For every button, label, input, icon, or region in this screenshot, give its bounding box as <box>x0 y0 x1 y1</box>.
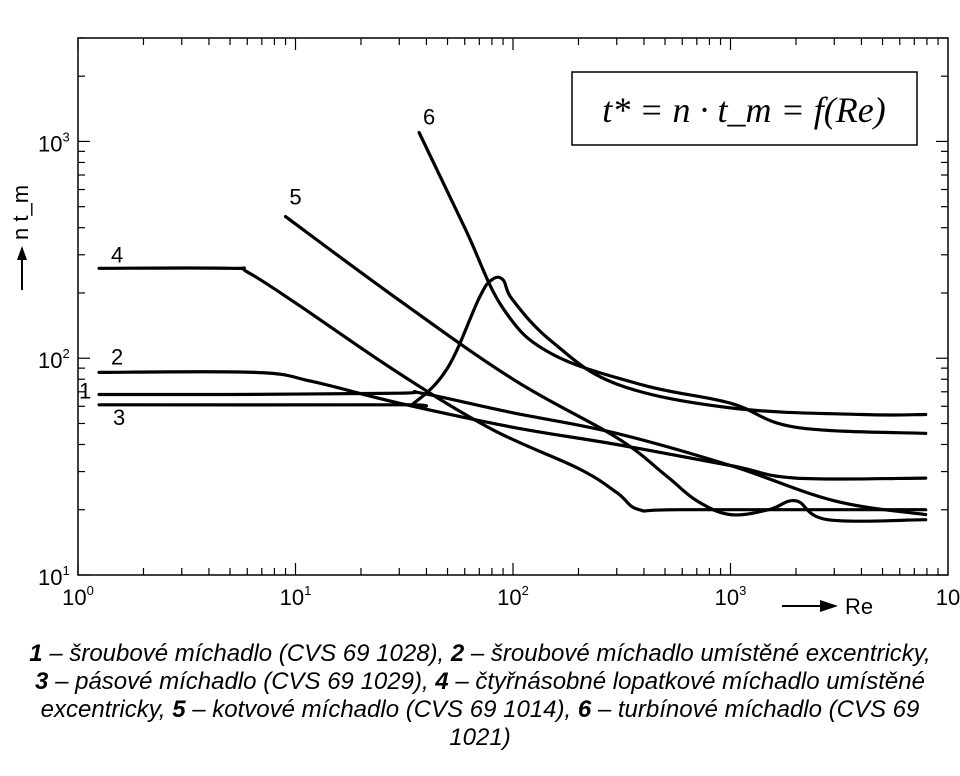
series-label-5: 5 <box>289 185 301 210</box>
caption-text: – šroubové míchadlo umístěné excentricky… <box>464 640 931 667</box>
series-label-2: 2 <box>111 344 123 369</box>
caption-text: – kotvové míchadlo (CVS 69 1014), <box>185 696 578 723</box>
x-axis-label: Re <box>782 594 873 619</box>
caption-text: 1021) <box>449 724 511 751</box>
series-labels: 12 3 4 5 6 <box>79 104 435 429</box>
series-lines <box>97 130 928 523</box>
y-axis-label: n t_m <box>8 185 33 290</box>
series-line-5 <box>283 215 928 523</box>
caption-number: 3 <box>35 668 49 695</box>
series-label-3: 3 <box>113 405 125 430</box>
series-label-1: 1 <box>79 379 91 404</box>
caption-number: 5 <box>172 696 186 723</box>
y-axis-label-text: n t_m <box>8 185 33 240</box>
x-tick-label: 101 <box>280 583 312 610</box>
x-tick-label: 100 <box>62 583 94 610</box>
x-tick-label: 102 <box>497 583 529 610</box>
caption-number: 2 <box>450 640 465 667</box>
series-line-4 <box>97 266 928 513</box>
caption-number: 1 <box>29 640 43 667</box>
x-tick-label: 103 <box>715 583 747 610</box>
caption-text: excentricky, <box>40 696 173 723</box>
series-label-4: 4 <box>111 242 123 267</box>
caption-text: – pásové míchadlo (CVS 69 1029), <box>48 668 436 695</box>
series-line-2 <box>97 370 928 481</box>
axis-ticks <box>77 37 948 576</box>
caption-text: – čtyřnásobné lopatkové míchadlo umístěn… <box>448 668 925 695</box>
formula-text: t* = n · t_m = f(Re) <box>602 90 886 130</box>
series-line-6 <box>417 130 928 435</box>
caption-text: – šroubové míchadlo (CVS 69 1028), <box>42 640 451 667</box>
caption-number: 4 <box>435 668 449 695</box>
y-tick-label: 103 <box>38 129 70 156</box>
caption-text: – turbínové míchadlo (CVS 69 <box>591 696 920 723</box>
formula-box: t* = n · t_m = f(Re) <box>571 71 918 146</box>
x-axis-label-text: Re <box>845 594 873 619</box>
series-line-3 <box>97 275 928 417</box>
caption-number: 6 <box>577 696 592 723</box>
figure-caption: 1 – šroubové míchadlo (CVS 69 1028), 2 –… <box>0 640 960 752</box>
series-line-1 <box>97 389 928 517</box>
series-label-6: 6 <box>423 104 435 129</box>
y-tick-label: 102 <box>38 346 70 373</box>
x-tick-label: 10 <box>936 585 960 610</box>
